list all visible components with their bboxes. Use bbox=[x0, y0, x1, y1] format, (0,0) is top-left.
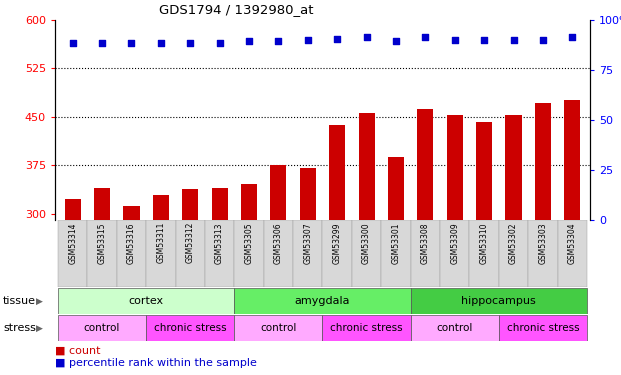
Bar bbox=[300, 168, 316, 220]
Text: GSM53313: GSM53313 bbox=[215, 222, 224, 264]
Text: GSM53312: GSM53312 bbox=[186, 222, 195, 263]
Bar bbox=[58, 315, 146, 341]
Point bbox=[568, 34, 578, 40]
Text: cortex: cortex bbox=[129, 296, 164, 306]
Bar bbox=[446, 116, 463, 220]
Text: ■ count: ■ count bbox=[55, 346, 101, 356]
Text: control: control bbox=[437, 323, 473, 333]
Text: GSM53301: GSM53301 bbox=[391, 222, 401, 264]
Bar bbox=[117, 220, 146, 287]
Text: GSM53302: GSM53302 bbox=[509, 222, 518, 264]
Text: GSM53304: GSM53304 bbox=[568, 222, 577, 264]
Text: stress: stress bbox=[3, 323, 36, 333]
Point bbox=[509, 37, 519, 43]
Text: ▶: ▶ bbox=[36, 297, 43, 306]
Bar bbox=[388, 157, 404, 220]
Bar bbox=[440, 220, 469, 287]
Bar bbox=[322, 220, 352, 287]
Text: GSM53316: GSM53316 bbox=[127, 222, 136, 264]
Bar bbox=[88, 220, 117, 287]
Text: GSM53303: GSM53303 bbox=[538, 222, 548, 264]
Text: GSM53299: GSM53299 bbox=[333, 222, 342, 264]
Text: GSM53300: GSM53300 bbox=[362, 222, 371, 264]
Bar bbox=[234, 315, 322, 341]
Bar bbox=[234, 220, 264, 287]
Point bbox=[332, 36, 342, 42]
Bar bbox=[410, 288, 587, 314]
Text: amygdala: amygdala bbox=[295, 296, 350, 306]
Text: GSM53305: GSM53305 bbox=[245, 222, 253, 264]
Text: GSM53307: GSM53307 bbox=[303, 222, 312, 264]
Point bbox=[185, 40, 195, 46]
Bar bbox=[270, 165, 286, 220]
Bar bbox=[241, 184, 257, 220]
Bar bbox=[234, 288, 410, 314]
Bar bbox=[564, 100, 581, 220]
Text: GSM53308: GSM53308 bbox=[421, 222, 430, 264]
Bar bbox=[153, 195, 169, 220]
Bar bbox=[322, 315, 410, 341]
Point bbox=[273, 38, 283, 44]
Bar bbox=[65, 200, 81, 220]
Point bbox=[156, 40, 166, 46]
Bar bbox=[528, 220, 558, 287]
Bar bbox=[212, 188, 228, 220]
Bar bbox=[124, 206, 140, 220]
Point bbox=[479, 37, 489, 43]
Bar bbox=[146, 315, 234, 341]
Point bbox=[420, 34, 430, 40]
Point bbox=[450, 37, 460, 43]
Text: GSM53315: GSM53315 bbox=[97, 222, 107, 264]
Text: tissue: tissue bbox=[3, 296, 36, 306]
Bar bbox=[358, 113, 374, 220]
Bar bbox=[410, 220, 440, 287]
Bar bbox=[58, 220, 88, 287]
Bar bbox=[264, 220, 293, 287]
Text: GSM53311: GSM53311 bbox=[156, 222, 165, 263]
Bar bbox=[417, 109, 433, 220]
Text: chronic stress: chronic stress bbox=[154, 323, 227, 333]
Text: ■ percentile rank within the sample: ■ percentile rank within the sample bbox=[55, 358, 257, 368]
Text: chronic stress: chronic stress bbox=[330, 323, 403, 333]
Bar bbox=[558, 220, 587, 287]
Bar bbox=[94, 188, 110, 220]
Bar bbox=[182, 189, 198, 220]
Bar bbox=[381, 220, 410, 287]
Point bbox=[97, 40, 107, 46]
Bar bbox=[469, 220, 499, 287]
Text: GSM53306: GSM53306 bbox=[274, 222, 283, 264]
Point bbox=[215, 40, 225, 46]
Text: control: control bbox=[84, 323, 120, 333]
Bar bbox=[146, 220, 176, 287]
Point bbox=[303, 37, 313, 43]
Bar bbox=[535, 103, 551, 220]
Text: GSM53309: GSM53309 bbox=[450, 222, 460, 264]
Bar bbox=[352, 220, 381, 287]
Text: GSM53310: GSM53310 bbox=[479, 222, 489, 264]
Bar bbox=[205, 220, 234, 287]
Text: control: control bbox=[260, 323, 297, 333]
Text: hippocampus: hippocampus bbox=[461, 296, 537, 306]
Bar bbox=[476, 122, 492, 220]
Bar bbox=[293, 220, 322, 287]
Text: GDS1794 / 1392980_at: GDS1794 / 1392980_at bbox=[159, 3, 313, 16]
Point bbox=[538, 37, 548, 43]
Text: chronic stress: chronic stress bbox=[507, 323, 579, 333]
Bar bbox=[58, 288, 234, 314]
Point bbox=[244, 38, 254, 44]
Bar bbox=[505, 116, 522, 220]
Bar bbox=[410, 315, 499, 341]
Point bbox=[68, 40, 78, 46]
Bar bbox=[499, 220, 528, 287]
Bar bbox=[329, 124, 345, 220]
Point bbox=[361, 34, 371, 40]
Point bbox=[127, 40, 137, 46]
Text: ▶: ▶ bbox=[36, 324, 43, 333]
Point bbox=[391, 38, 401, 44]
Text: GSM53314: GSM53314 bbox=[68, 222, 77, 264]
Bar bbox=[499, 315, 587, 341]
Bar bbox=[176, 220, 205, 287]
